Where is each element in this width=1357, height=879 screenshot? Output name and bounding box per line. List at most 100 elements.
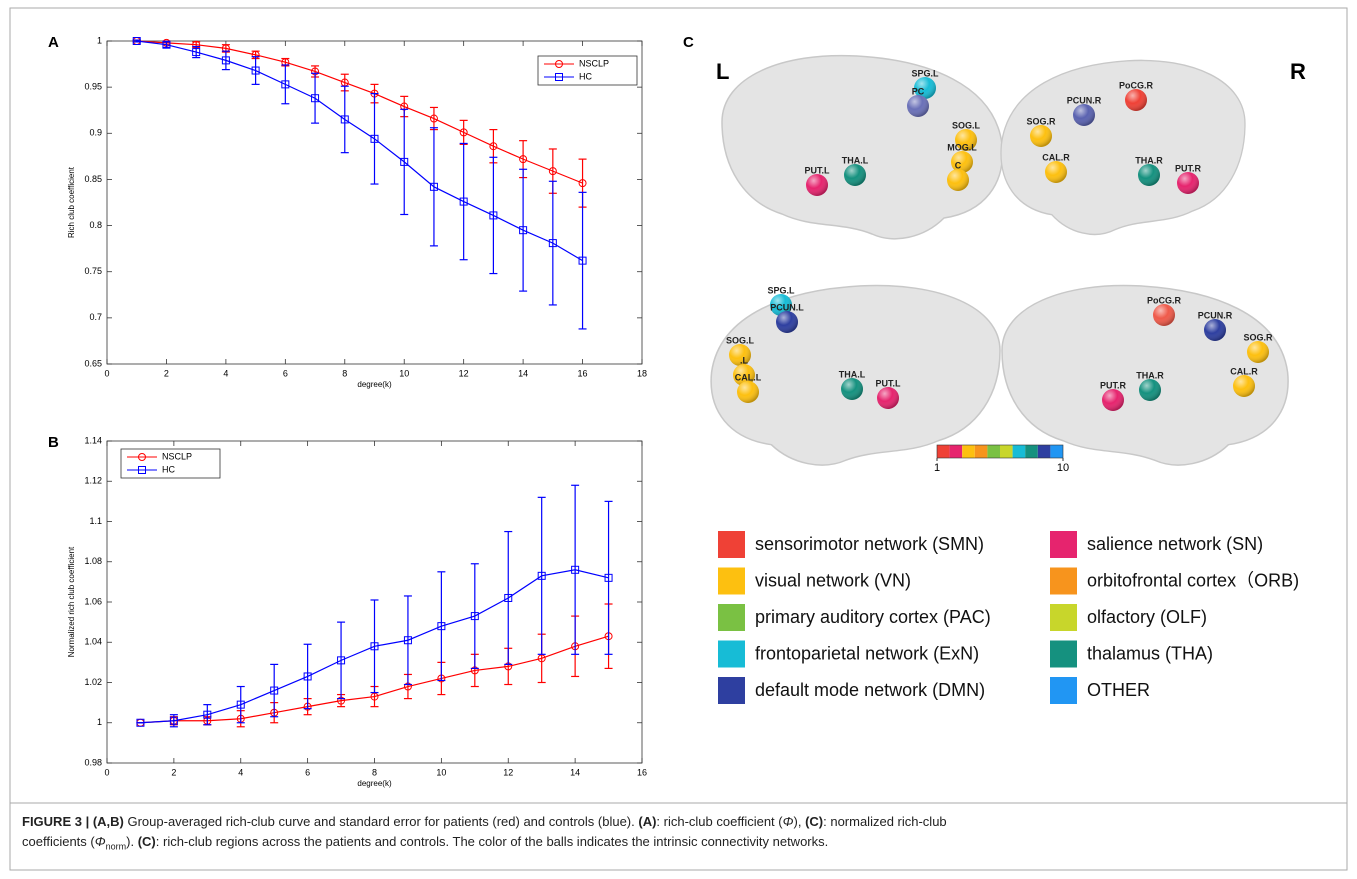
network-swatch bbox=[1050, 567, 1077, 595]
panel-label: C bbox=[683, 34, 694, 51]
caption-text: Group-averaged rich-club curve and stand… bbox=[123, 814, 639, 829]
network-swatch bbox=[718, 640, 745, 668]
x-tick-label: 16 bbox=[637, 767, 647, 777]
legend-box bbox=[120, 448, 221, 479]
x-tick-label: 0 bbox=[104, 767, 109, 777]
marker bbox=[489, 142, 498, 151]
marker bbox=[203, 710, 212, 719]
ball-shine bbox=[1102, 389, 1124, 411]
series-line bbox=[140, 569, 609, 724]
marker bbox=[403, 636, 412, 645]
y-tick-label: 0.65 bbox=[84, 358, 102, 368]
y-tick-label: 1.04 bbox=[84, 637, 102, 647]
region-label: SPG.L bbox=[911, 68, 939, 78]
ball-shine bbox=[844, 164, 866, 186]
y-tick-label: 0.98 bbox=[84, 757, 102, 767]
caption-text: Φ bbox=[94, 834, 106, 849]
caption: FIGURE 3 | (A,B) Group-averaged rich-clu… bbox=[22, 812, 1342, 857]
colorbar-segment bbox=[1000, 445, 1013, 458]
legend-marker bbox=[138, 466, 146, 474]
x-tick-label: 0 bbox=[104, 368, 109, 378]
ball-shine bbox=[951, 151, 973, 173]
ball-shine bbox=[1073, 104, 1095, 126]
network-label: default mode network (DMN) bbox=[755, 680, 985, 700]
ball-shine bbox=[907, 95, 929, 117]
caption-text: coefficients ( bbox=[22, 834, 95, 849]
marker bbox=[571, 565, 580, 574]
marker bbox=[504, 593, 513, 602]
hemisphere-label: L bbox=[716, 59, 729, 84]
marker bbox=[132, 37, 141, 45]
colorbar-segment bbox=[974, 445, 988, 458]
network-label: orbitofrontal cortex（ORB) bbox=[1087, 570, 1299, 590]
marker bbox=[303, 672, 312, 681]
caption-text: : rich-club coefficient ( bbox=[656, 814, 783, 829]
network-swatch bbox=[718, 531, 745, 558]
x-tick-label: 10 bbox=[399, 368, 409, 378]
network-label: thalamus (THA) bbox=[1087, 643, 1213, 663]
series-line bbox=[136, 40, 583, 262]
region-label: SOG.R bbox=[1243, 332, 1273, 342]
region-label: SOG.R bbox=[1026, 116, 1056, 126]
region-label: THA.R bbox=[1135, 155, 1163, 165]
legend-marker bbox=[555, 73, 563, 81]
ball-shine bbox=[1177, 172, 1199, 194]
colorbar-segment bbox=[1037, 445, 1051, 458]
ball-shine bbox=[737, 381, 759, 403]
region-label: SPG.L bbox=[767, 285, 795, 295]
marker bbox=[429, 114, 438, 123]
region-label: SOG.L bbox=[952, 120, 981, 130]
colorbar-segment bbox=[1050, 445, 1063, 458]
x-tick-label: 16 bbox=[578, 368, 588, 378]
y-tick-label: 0.85 bbox=[84, 174, 102, 184]
series-line bbox=[140, 635, 609, 724]
y-tick-label: 1.02 bbox=[84, 677, 102, 687]
colorbar-segment bbox=[987, 445, 1000, 458]
regions: SPG.L PC SOG.L MOG.L C THA.L PUT.L PoCG.R PCUN.R… bbox=[726, 68, 1273, 411]
panel-label: B bbox=[48, 434, 59, 451]
region-label: C bbox=[955, 160, 962, 170]
region-label: PoCG.R bbox=[1147, 295, 1182, 305]
marker bbox=[459, 197, 468, 206]
ball-shine bbox=[770, 294, 792, 316]
y-tick-label: 1 bbox=[97, 717, 102, 727]
marker bbox=[470, 612, 479, 621]
ball-shine bbox=[1153, 304, 1175, 326]
x-tick-label: 12 bbox=[503, 767, 513, 777]
marker bbox=[251, 66, 260, 75]
region-label: THA.L bbox=[842, 155, 869, 165]
caption-text: FIGURE 3 | (A,B) bbox=[22, 814, 124, 829]
marker bbox=[437, 622, 446, 631]
network-swatch bbox=[1050, 640, 1077, 668]
region-label: MOG.L bbox=[947, 142, 977, 152]
marker bbox=[489, 211, 498, 220]
legend-marker bbox=[555, 60, 563, 68]
colorbar: 1 10 bbox=[934, 444, 1069, 474]
ball-shine bbox=[776, 311, 798, 333]
marker bbox=[370, 642, 379, 651]
marker bbox=[162, 40, 171, 49]
ball-shine bbox=[1233, 375, 1255, 397]
network-swatch bbox=[1050, 677, 1077, 704]
region-label: PUT.R bbox=[1100, 380, 1127, 390]
ball-shine bbox=[914, 77, 936, 99]
marker bbox=[578, 179, 587, 188]
ball-shine bbox=[806, 174, 828, 196]
network-label: OTHER bbox=[1087, 680, 1150, 700]
y-tick-label: 1 bbox=[97, 35, 102, 45]
y-tick-label: 1.1 bbox=[89, 516, 102, 526]
ball-shine bbox=[947, 169, 969, 191]
marker bbox=[270, 686, 279, 695]
x-tick-label: 2 bbox=[171, 767, 176, 777]
region-label: CAL.L bbox=[735, 372, 762, 382]
network-label: sensorimotor network (SMN) bbox=[755, 534, 984, 554]
marker bbox=[400, 157, 409, 166]
network-swatch bbox=[1050, 531, 1077, 558]
charts: A0 2 4 6 8 10 12 14 16 180.650.70.750.80.850.90.9… bbox=[48, 34, 647, 788]
ball-shine bbox=[1125, 89, 1147, 111]
caption-text: norm bbox=[105, 841, 127, 852]
ball-shine bbox=[1204, 319, 1226, 341]
panel-label: A bbox=[48, 34, 59, 51]
marker bbox=[340, 115, 349, 124]
marker bbox=[192, 48, 201, 57]
